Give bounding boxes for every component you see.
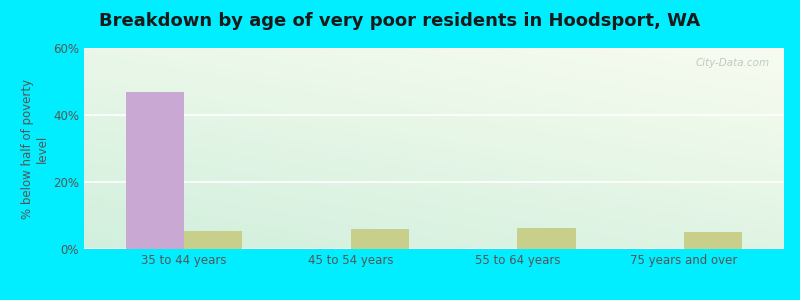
Y-axis label: % below half of poverty
level: % below half of poverty level bbox=[21, 78, 49, 219]
Text: Breakdown by age of very poor residents in Hoodsport, WA: Breakdown by age of very poor residents … bbox=[99, 12, 701, 30]
Bar bbox=[126, 92, 184, 249]
Bar bbox=[350, 229, 409, 249]
Bar bbox=[684, 232, 742, 249]
Text: City-Data.com: City-Data.com bbox=[696, 58, 770, 68]
Bar bbox=[184, 231, 242, 249]
Bar bbox=[518, 228, 576, 249]
